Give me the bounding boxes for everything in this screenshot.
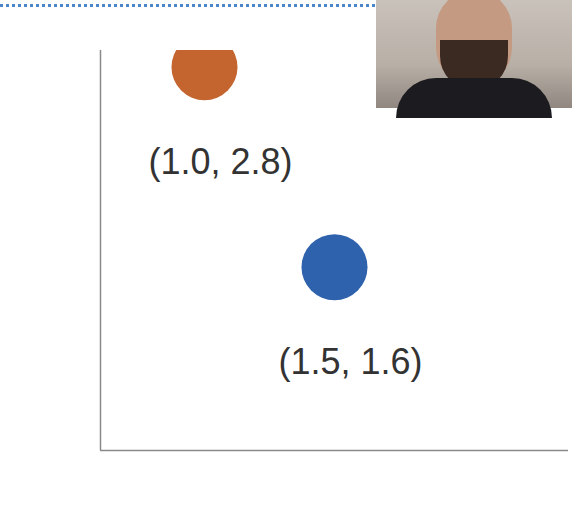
svg-text:(1.5, 1.6): (1.5, 1.6) <box>278 341 422 382</box>
svg-text:(1.0, 2.8): (1.0, 2.8) <box>148 141 292 182</box>
